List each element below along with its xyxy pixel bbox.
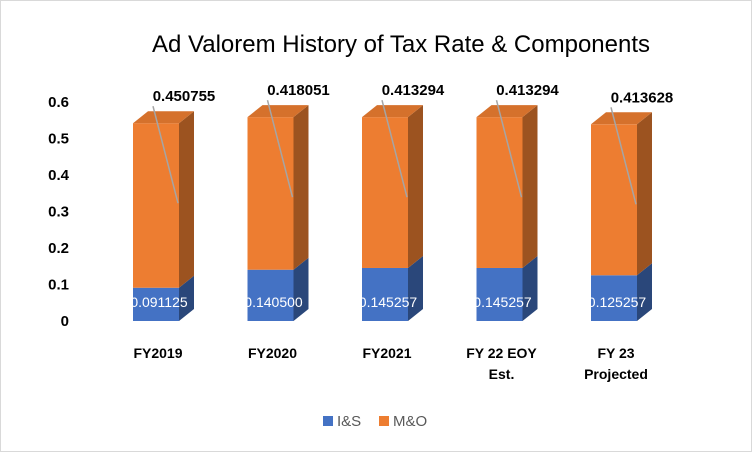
bar-mo-side [179, 111, 194, 288]
x-category-line: FY2021 [362, 345, 411, 361]
bar-is-side [293, 257, 309, 321]
leader-line [266, 99, 294, 198]
legend: I&S M&O [323, 413, 427, 430]
bar-group [247, 105, 309, 321]
x-category-line: FY 22 EOY [466, 345, 537, 361]
bar-mo-front [133, 123, 179, 288]
bar-mo-side [408, 105, 423, 268]
leader-line [381, 99, 408, 198]
bar-mo-top [476, 105, 538, 118]
bar-mo-side [522, 105, 538, 268]
data-label-mo: 0.418051 [267, 82, 330, 99]
bar-is-side [179, 275, 194, 321]
x-category-line: Projected [584, 366, 648, 382]
data-label-is: 0.125257 [588, 294, 647, 310]
bar-mo-top [362, 105, 423, 118]
data-labels: 0.091125 0.450755 0.140500 0.418051 0.145257… [130, 82, 673, 310]
legend-swatch [379, 416, 389, 426]
legend-label: I&S [337, 413, 361, 430]
y-tick-label: 0.6 [48, 94, 69, 111]
bar-series [133, 105, 652, 321]
y-tick-label: 0.1 [48, 277, 69, 294]
x-category-line: FY2020 [248, 345, 297, 361]
legend-label: M&O [393, 413, 427, 430]
bar-mo-front [591, 124, 637, 276]
x-category-label: FY2021 [362, 345, 411, 361]
bar-mo-front [247, 117, 294, 270]
bar-mo-top [133, 111, 194, 124]
x-category-line: Est. [489, 366, 515, 382]
x-category-label: FY2020 [248, 345, 297, 361]
data-label-is: 0.145257 [359, 294, 418, 310]
data-label-is: 0.091125 [130, 294, 188, 310]
x-axis-categories: FY2019 FY2020 FY2021 FY 22 EOY Est. FY 23 Proj… [133, 345, 647, 382]
bar-group [591, 112, 652, 321]
y-tick-label: 0.5 [48, 131, 69, 148]
label-leader-lines [152, 99, 637, 205]
bar-mo-top [247, 105, 309, 118]
bar-is-front [362, 267, 408, 321]
x-category-label: FY 23 Projected [584, 345, 648, 382]
bar-group [476, 105, 538, 321]
bar-is-front [247, 269, 294, 321]
y-axis: 0 0.1 0.2 0.3 0.4 0.5 0.6 [48, 94, 70, 330]
bar-is-front [133, 287, 179, 321]
bar-is-side [408, 255, 423, 321]
bar-mo-top [591, 112, 652, 125]
bar-group [362, 105, 423, 321]
legend-swatch [323, 416, 333, 426]
y-tick-label: 0 [61, 313, 69, 330]
bar-mo-side [637, 112, 652, 276]
y-tick-label: 0.4 [48, 167, 70, 184]
bar-group [133, 111, 194, 321]
data-label-is: 0.145257 [473, 294, 532, 310]
leader-line [152, 106, 179, 204]
bar-mo-front [476, 117, 523, 268]
data-label-mo: 0.450755 [153, 88, 216, 105]
x-category-line: FY2019 [133, 345, 182, 361]
bar-mo-side [293, 105, 309, 270]
bar-is-front [476, 267, 523, 321]
bar-is-side [637, 263, 652, 321]
x-category-line: FY 23 [597, 345, 634, 361]
x-category-label: FY 22 EOY Est. [466, 345, 537, 382]
chart-title: Ad Valorem History of Tax Rate & Compone… [152, 31, 650, 58]
leader-line [610, 107, 637, 205]
data-label-mo: 0.413628 [611, 89, 674, 106]
x-category-label: FY2019 [133, 345, 182, 361]
data-label-mo: 0.413294 [382, 82, 445, 99]
y-tick-label: 0.2 [48, 240, 69, 257]
bar-is-front [591, 275, 637, 321]
leader-line [495, 99, 523, 198]
bar-mo-front [362, 117, 408, 268]
bar-is-side [522, 255, 538, 321]
data-label-is: 0.140500 [244, 294, 303, 310]
data-label-mo: 0.413294 [496, 82, 559, 99]
y-tick-label: 0.3 [48, 204, 69, 221]
